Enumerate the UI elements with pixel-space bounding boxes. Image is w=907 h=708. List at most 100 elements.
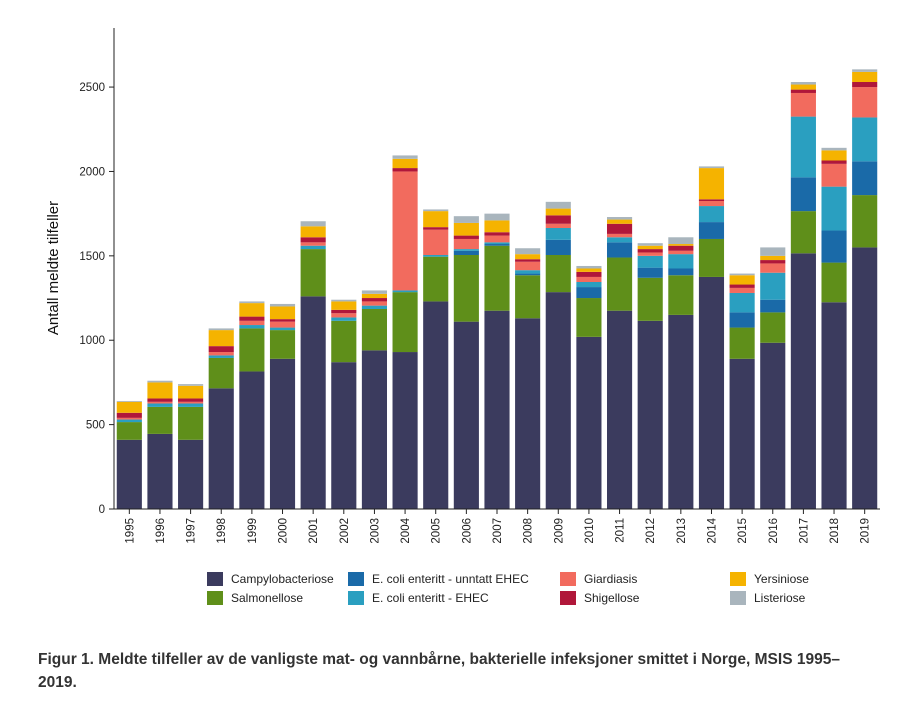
bar-segment-listeriose-2005 bbox=[423, 209, 449, 212]
bar-segment-giardiasis-2019 bbox=[852, 87, 878, 118]
bar-stack-2015 bbox=[729, 273, 755, 509]
bar-segment-campylobacteriose-1996 bbox=[147, 433, 173, 509]
bar-segment-giardiasis-1998 bbox=[208, 352, 234, 356]
bar-segment-giardiasis-2015 bbox=[729, 287, 755, 293]
y-tick-label: 2000 bbox=[79, 166, 105, 178]
bar-segment-giardiasis-2013 bbox=[668, 250, 694, 255]
bar-segment-shigellose-2010 bbox=[576, 271, 602, 277]
bar-segment-e-coli-enteritt-unntatt-ehec-2006 bbox=[453, 250, 479, 255]
legend-label: Listeriose bbox=[754, 591, 806, 605]
bar-segment-campylobacteriose-2010 bbox=[576, 336, 602, 509]
bar-segment-shigellose-1998 bbox=[208, 346, 234, 353]
bar-segment-e-coli-enteritt-ehec-1997 bbox=[178, 403, 204, 407]
bar-segment-e-coli-enteritt-unntatt-ehec-2009 bbox=[545, 239, 571, 255]
bar-segment-salmonellose-2013 bbox=[668, 275, 694, 315]
legend-swatch bbox=[207, 591, 223, 605]
bar-segment-listeriose-2006 bbox=[453, 216, 479, 223]
bar-segment-yersiniose-2015 bbox=[729, 275, 755, 285]
bar-segment-yersiniose-2001 bbox=[300, 226, 326, 238]
bar-stack-2001 bbox=[300, 221, 326, 509]
bar-segment-shigellose-2012 bbox=[637, 249, 663, 253]
bar-segment-e-coli-enteritt-unntatt-ehec-2012 bbox=[637, 267, 663, 278]
bar-stack-2016 bbox=[760, 247, 786, 509]
y-tick-label: 2500 bbox=[79, 82, 105, 94]
bar-segment-e-coli-enteritt-ehec-2006 bbox=[453, 249, 479, 251]
bar-segment-salmonellose-2002 bbox=[331, 320, 357, 363]
bar-stack-1998 bbox=[208, 328, 234, 509]
bar-segment-e-coli-enteritt-ehec-2005 bbox=[423, 254, 449, 257]
bar-segment-giardiasis-2000 bbox=[269, 321, 296, 328]
bar-segment-e-coli-enteritt-ehec-1995 bbox=[116, 419, 142, 423]
bar-segment-e-coli-enteritt-ehec-2010 bbox=[576, 282, 602, 288]
bar-segment-giardiasis-2017 bbox=[790, 92, 816, 117]
bar-stack-2013 bbox=[668, 237, 694, 509]
bar-segment-e-coli-enteritt-unntatt-ehec-2007 bbox=[484, 244, 510, 246]
bar-segment-shigellose-2019 bbox=[852, 82, 878, 88]
bar-segment-shigellose-2015 bbox=[729, 284, 755, 288]
bar-segment-giardiasis-1997 bbox=[178, 401, 204, 404]
bar-segment-e-coli-enteritt-ehec-2009 bbox=[545, 227, 571, 240]
x-tick-label: 1996 bbox=[155, 518, 167, 544]
legend-item-e-coli-enteritt-ehec: E. coli enteritt - EHEC bbox=[348, 591, 489, 605]
bar-segment-salmonellose-2019 bbox=[852, 195, 878, 248]
bar-stack-2019 bbox=[852, 69, 878, 509]
x-tick-label: 2011 bbox=[615, 518, 627, 543]
bar-stack-2017 bbox=[790, 82, 816, 509]
bar-segment-e-coli-enteritt-unntatt-ehec-2013 bbox=[668, 268, 694, 276]
x-tick-label: 2010 bbox=[584, 518, 596, 544]
x-tick-label: 1998 bbox=[216, 518, 228, 544]
bar-segment-salmonellose-2010 bbox=[576, 298, 602, 337]
bar-stack-2008 bbox=[515, 248, 541, 509]
bar-segment-e-coli-enteritt-unntatt-ehec-2017 bbox=[790, 177, 816, 212]
bar-segment-salmonellose-1997 bbox=[178, 406, 204, 440]
bar-segment-yersiniose-2008 bbox=[515, 254, 541, 260]
legend-item-campylobacteriose: Campylobacteriose bbox=[207, 572, 334, 586]
bar-segment-yersiniose-2014 bbox=[698, 168, 725, 200]
bar-segment-e-coli-enteritt-ehec-1999 bbox=[239, 325, 265, 329]
bar-segment-giardiasis-2006 bbox=[453, 238, 479, 250]
bar-segment-listeriose-2010 bbox=[576, 265, 602, 269]
x-tick-label: 2014 bbox=[706, 517, 718, 543]
bar-segment-giardiasis-2008 bbox=[515, 261, 541, 271]
bar-segment-campylobacteriose-2009 bbox=[545, 292, 571, 509]
bar-segment-giardiasis-2009 bbox=[545, 223, 571, 228]
bars bbox=[116, 69, 878, 509]
bar-segment-salmonellose-2007 bbox=[484, 245, 510, 311]
x-tick-label: 1995 bbox=[124, 518, 136, 544]
bar-segment-salmonellose-2006 bbox=[453, 254, 479, 322]
bar-segment-shigellose-2004 bbox=[392, 168, 418, 172]
legend-item-e-coli-enteritt-unntatt-ehec: E. coli enteritt - unntatt EHEC bbox=[348, 572, 529, 586]
legend-item-shigellose: Shigellose bbox=[560, 591, 640, 605]
bar-segment-yersiniose-2007 bbox=[484, 220, 510, 233]
bar-segment-giardiasis-2002 bbox=[331, 313, 357, 318]
bar-segment-yersiniose-2011 bbox=[606, 219, 633, 224]
bar-segment-campylobacteriose-2004 bbox=[392, 352, 418, 509]
bar-segment-listeriose-2013 bbox=[668, 237, 694, 245]
bar-stack-2011 bbox=[606, 217, 633, 509]
bar-segment-e-coli-enteritt-unntatt-ehec-2008 bbox=[515, 273, 541, 276]
y-tick-label: 0 bbox=[99, 504, 105, 516]
bar-segment-salmonellose-2011 bbox=[606, 257, 633, 311]
bar-segment-yersiniose-2009 bbox=[545, 208, 571, 216]
bar-stack-2012 bbox=[637, 243, 663, 509]
bar-segment-shigellose-1995 bbox=[116, 412, 142, 418]
bar-segment-yersiniose-1995 bbox=[116, 401, 142, 413]
bar-segment-listeriose-1997 bbox=[178, 384, 204, 386]
legend-label: Giardiasis bbox=[584, 572, 637, 586]
x-tick-label: 2005 bbox=[431, 518, 443, 544]
bar-segment-campylobacteriose-2013 bbox=[668, 314, 694, 509]
bar-segment-e-coli-enteritt-ehec-2007 bbox=[484, 242, 510, 245]
bar-segment-listeriose-2001 bbox=[300, 221, 326, 227]
bar-segment-e-coli-enteritt-ehec-2018 bbox=[821, 186, 847, 231]
bar-segment-giardiasis-1996 bbox=[147, 401, 173, 404]
bar-segment-e-coli-enteritt-ehec-2000 bbox=[269, 327, 296, 331]
bar-stack-1999 bbox=[239, 301, 265, 509]
bar-segment-campylobacteriose-2007 bbox=[484, 310, 510, 509]
bar-segment-shigellose-1996 bbox=[147, 398, 173, 402]
legend-item-yersiniose: Yersiniose bbox=[730, 572, 809, 586]
bar-segment-listeriose-2018 bbox=[821, 147, 847, 151]
bar-segment-shigellose-2005 bbox=[423, 227, 449, 230]
legend-label: E. coli enteritt - unntatt EHEC bbox=[372, 572, 529, 586]
bar-segment-yersiniose-2012 bbox=[637, 245, 663, 250]
bar-segment-e-coli-enteritt-ehec-2004 bbox=[392, 290, 418, 293]
